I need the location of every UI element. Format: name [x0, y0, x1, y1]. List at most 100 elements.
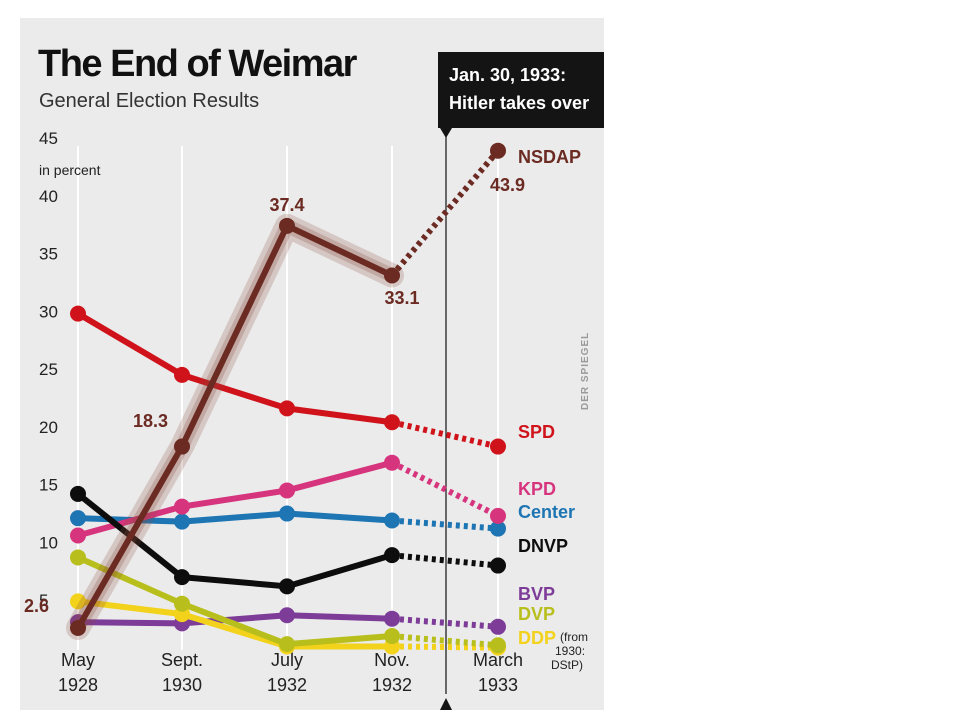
point-kpd-4: [490, 507, 506, 524]
point-spd-4: [490, 438, 506, 455]
series-nsdap: [66, 142, 506, 640]
annotation: Jan. 30, 1933: Hitler takes over: [438, 52, 604, 710]
series-label-ddp: DDP: [518, 628, 556, 648]
annotation-baseline-marker: [440, 698, 452, 710]
data-label-nsdap-3: 33.1: [384, 288, 419, 308]
data-label-nsdap-1: 18.3: [133, 411, 168, 431]
x-tick-label: March: [473, 650, 523, 670]
x-tick-label-year: 1932: [267, 675, 307, 695]
y-axis-unit: in percent: [39, 162, 101, 178]
series-dotted-ddp: [391, 643, 499, 651]
point-center-0: [70, 510, 86, 527]
point-dnvp-0: [70, 485, 86, 502]
annotation-line1: Jan. 30, 1933:: [449, 65, 566, 85]
series-line-bvp: [75, 612, 395, 627]
series-dotted-bvp: [391, 615, 499, 630]
x-tick-label-year: 1933: [478, 675, 518, 695]
point-dvp-3: [384, 628, 400, 645]
series-dotted-dvp: [391, 633, 499, 649]
series-dotted-spd: [391, 419, 499, 450]
point-ddp-0: [70, 593, 86, 610]
series-line-ddp: [75, 598, 395, 650]
note-line-2: 1930:: [555, 644, 585, 658]
chart-title: The End of Weimar: [38, 43, 358, 85]
x-axis-ticks: May 1928 Sept. 1930 July 1932 Nov. 1932 March 193…: [58, 650, 523, 695]
point-spd-2: [279, 400, 295, 417]
series-label-spd: SPD: [518, 422, 555, 442]
x-tick-label: July: [271, 650, 303, 670]
point-kpd-0: [70, 527, 86, 544]
series-line-nsdap: [75, 222, 395, 631]
x-tick-label-year: 1930: [162, 675, 202, 695]
point-nsdap-4: [490, 142, 506, 159]
note-line-1: (from: [560, 630, 588, 644]
annotation-line2: Hitler takes over: [449, 93, 589, 113]
y-tick-label: 35: [39, 245, 58, 264]
point-center-2: [279, 505, 295, 522]
series-dvp: [70, 549, 506, 654]
data-label-nsdap-2: 37.4: [269, 195, 304, 215]
x-tick-label: Nov.: [374, 650, 410, 670]
y-tick-label: 25: [39, 360, 58, 379]
point-dnvp-1: [174, 569, 190, 586]
point-dvp-0: [70, 549, 86, 566]
point-spd-1: [174, 366, 190, 383]
point-nsdap-2: [279, 217, 295, 234]
point-spd-0: [70, 305, 86, 322]
series-line-spd: [75, 310, 395, 426]
y-tick-label: 5: [39, 591, 48, 610]
y-tick-label: 10: [39, 533, 58, 552]
point-dvp-2: [279, 636, 295, 653]
series-dotted-nsdap: [389, 148, 501, 278]
chart-subtitle: General Election Results: [39, 90, 259, 112]
point-center-4: [490, 520, 506, 537]
series-spd: [70, 305, 506, 455]
series-label-nsdap: NSDAP: [518, 147, 581, 167]
line-chart: The End of Weimar General Election Resul…: [20, 18, 604, 710]
point-kpd-3: [384, 454, 400, 471]
point-center-3: [384, 512, 400, 529]
series-layer: [66, 142, 506, 656]
series-dotted-kpd: [390, 460, 500, 519]
series-line-dvp: [75, 554, 395, 648]
series-bvp: [70, 607, 506, 635]
series-label-dnvp: DNVP: [518, 536, 568, 556]
label-layer: BVP DDP DVP Center KPD DNVP SPD NSDAP 2.6 18.3 37.…: [24, 147, 581, 648]
y-tick-label: 40: [39, 187, 58, 206]
x-tick-label: May: [61, 650, 95, 670]
y-tick-label: 20: [39, 418, 58, 437]
point-kpd-2: [279, 482, 295, 499]
credit: DER SPIEGEL: [580, 332, 591, 410]
x-tick-label-year: 1932: [372, 675, 412, 695]
point-bvp-2: [279, 607, 295, 624]
point-dvp-1: [174, 595, 190, 612]
point-bvp-4: [490, 618, 506, 635]
x-tick-label-year: 1928: [58, 675, 98, 695]
point-nsdap-3: [384, 267, 400, 284]
point-nsdap-0: [70, 619, 86, 636]
series-line-kpd: [75, 459, 395, 539]
point-center-1: [174, 513, 190, 530]
point-bvp-3: [384, 610, 400, 627]
point-spd-3: [384, 414, 400, 431]
series-kpd: [70, 454, 506, 544]
data-label-nsdap-4: 43.9: [490, 175, 525, 195]
point-nsdap-1: [174, 438, 190, 455]
note-line-3: DStP): [551, 658, 583, 672]
point-kpd-1: [174, 498, 190, 515]
y-tick-label: 45: [39, 129, 58, 148]
chart-background: [20, 18, 604, 710]
point-dvp-4: [490, 637, 506, 654]
y-tick-label: 30: [39, 302, 58, 321]
chart-panel: The End of Weimar General Election Resul…: [20, 18, 604, 710]
series-label-kpd: KPD: [518, 479, 556, 499]
x-tick-label: Sept.: [161, 650, 203, 670]
series-dotted-center: [391, 517, 499, 532]
y-tick-label: 15: [39, 476, 58, 495]
data-label-nsdap-0: 2.6: [24, 596, 49, 616]
series-label-center: Center: [518, 502, 575, 522]
point-dnvp-3: [384, 547, 400, 564]
point-dnvp-2: [279, 578, 295, 595]
series-dotted-dnvp: [391, 552, 499, 569]
annotation-pointer: [440, 128, 452, 138]
